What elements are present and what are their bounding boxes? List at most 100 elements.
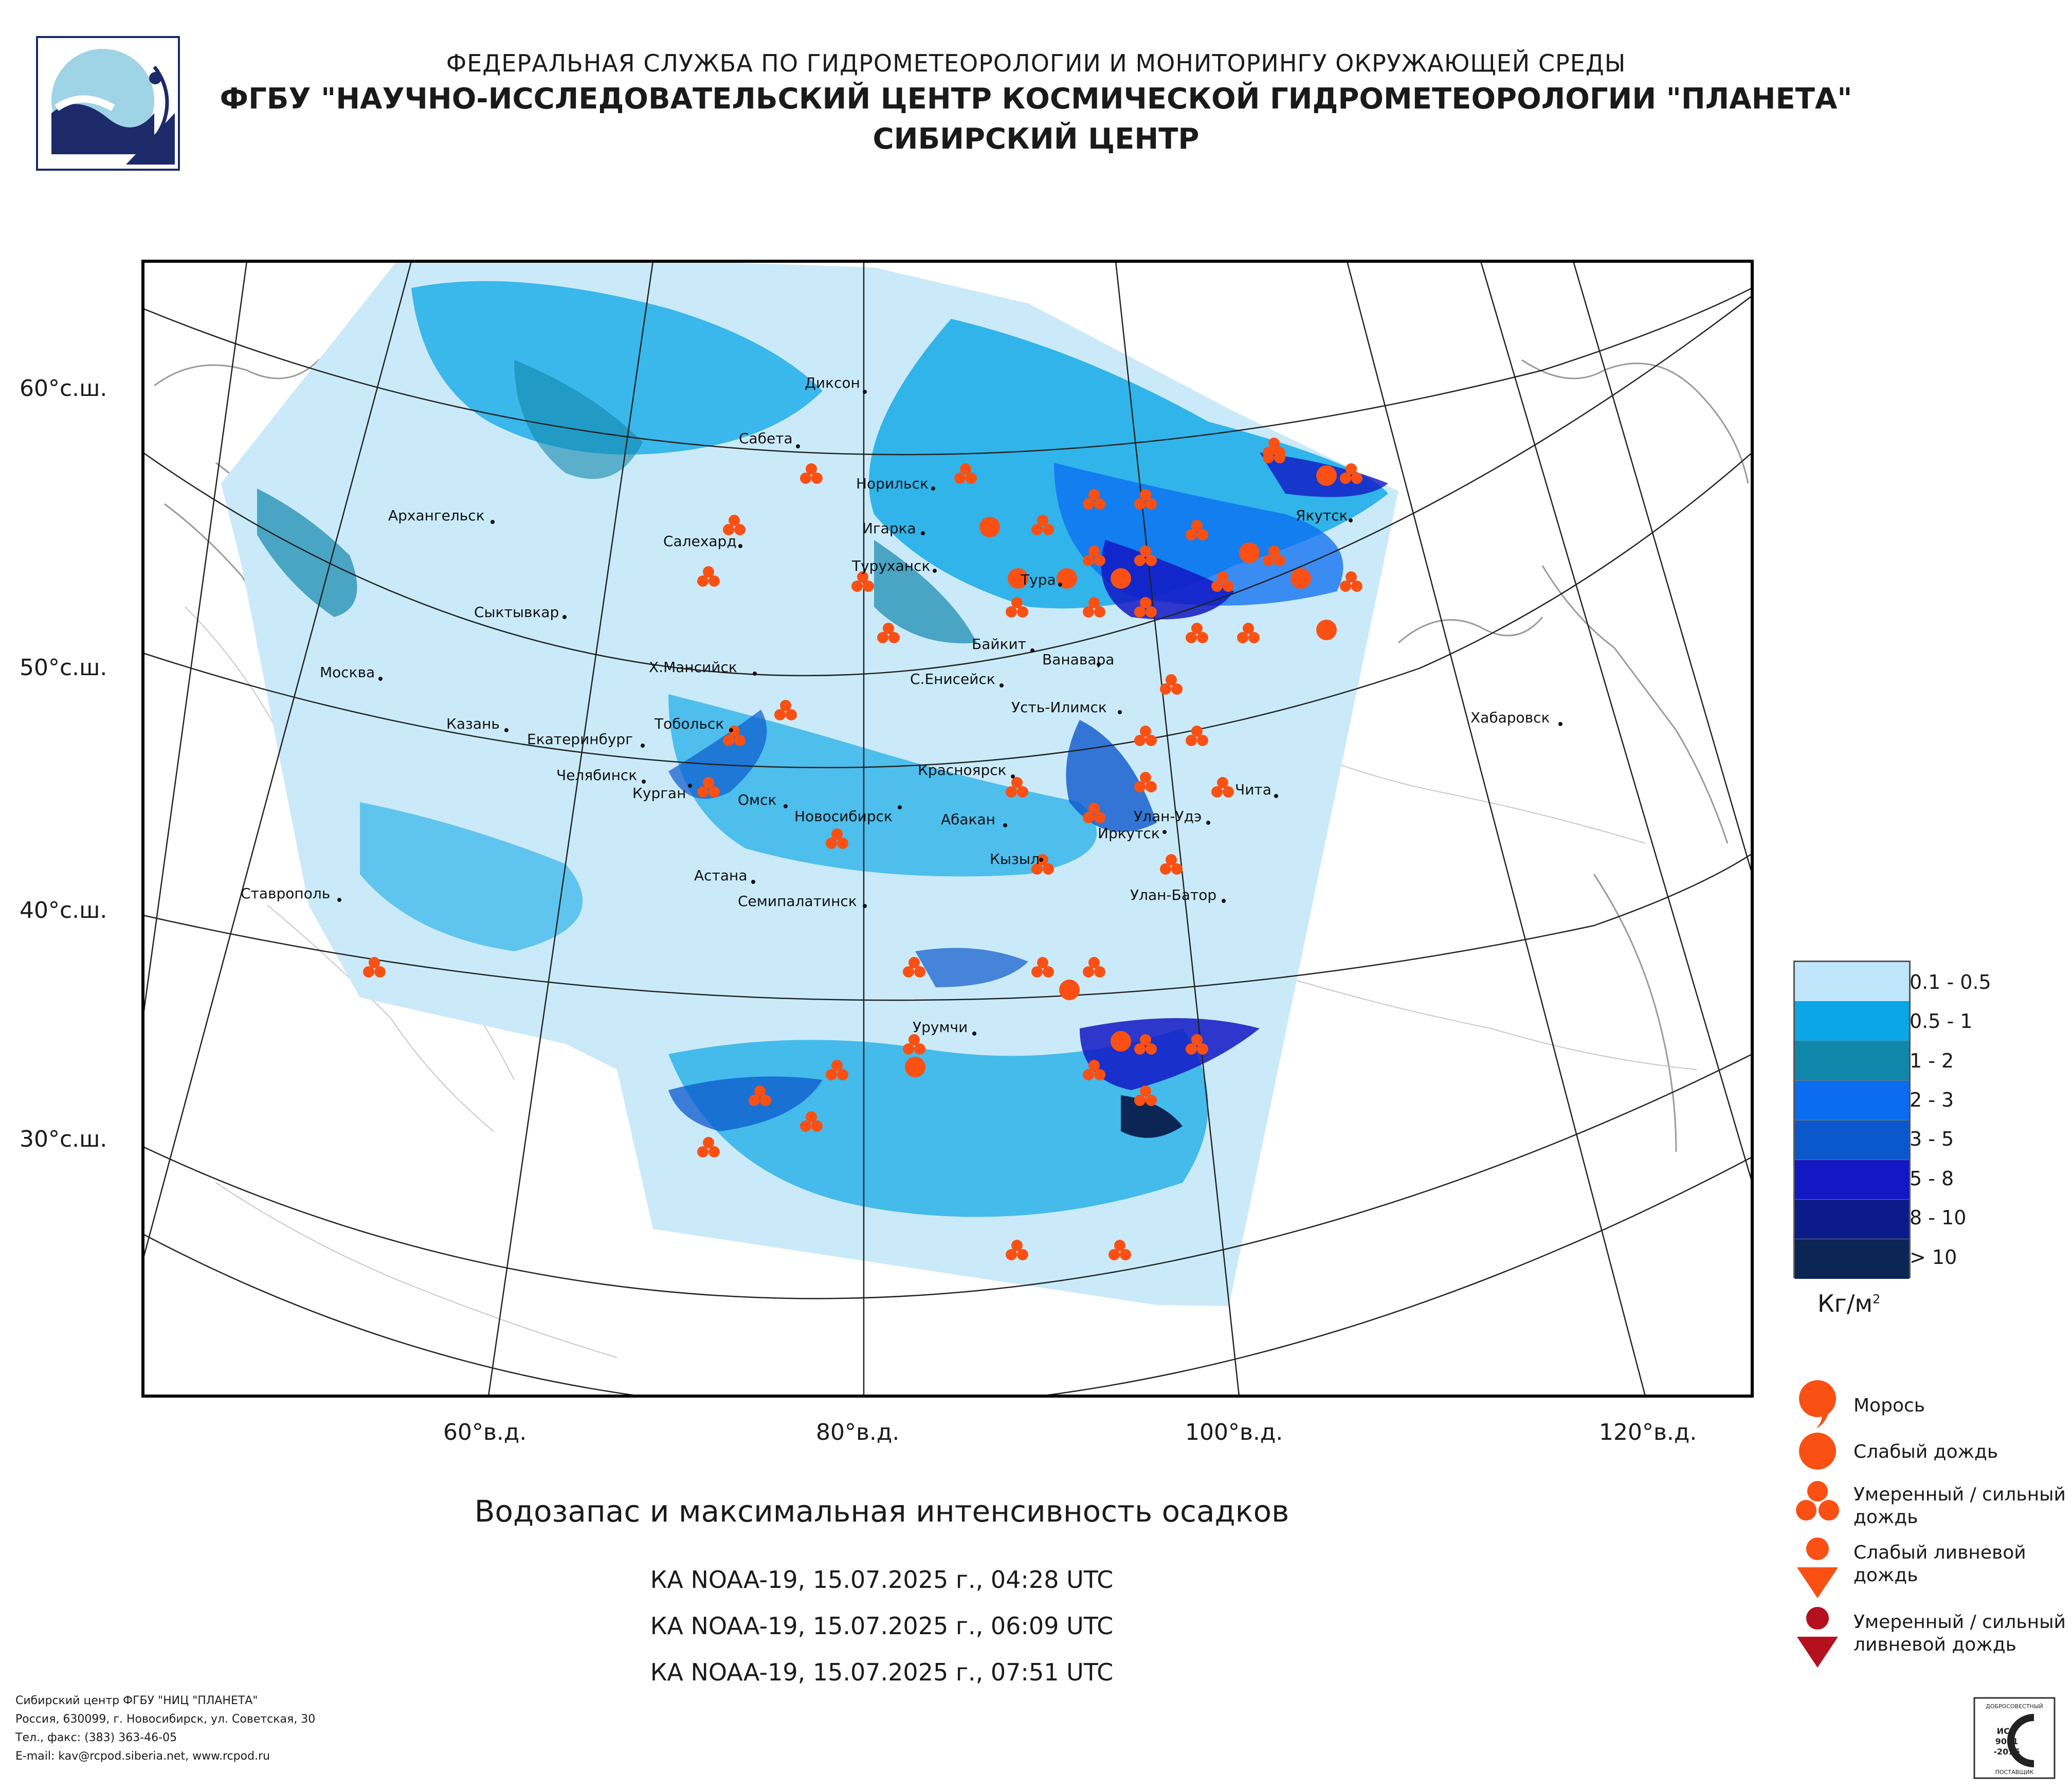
precip-label-drizzle: Морось	[1853, 1395, 1925, 1416]
moderate-rain-marker	[1083, 546, 1105, 566]
svg-text:Ванавара: Ванавара	[1042, 651, 1114, 668]
contact-phone: Тел., факс: (383) 363-46-05	[15, 1731, 177, 1744]
city-syktyvkar: Сыктывкар	[474, 604, 567, 621]
light-shower-icon	[1797, 1537, 1838, 1598]
precip-markers	[363, 438, 1362, 1260]
svg-text:Новосибирск: Новосибирск	[794, 808, 893, 825]
lat-label-60: 60°с.ш.	[20, 375, 107, 402]
moderate-rain-marker	[1134, 489, 1157, 510]
svg-text:Усть-Илимск: Усть-Илимск	[1011, 699, 1107, 716]
city-irkutsk: Иркутск	[1098, 825, 1167, 842]
precip-label-moderate-rain: Умеренный / сильный дождь	[1853, 1484, 2066, 1528]
city-salekhard: Салехард	[663, 533, 742, 550]
city-stavropol: Ставрополь	[241, 885, 341, 902]
moderate-rain-marker	[1160, 854, 1183, 875]
precip-label-light-rain: Слабый дождь	[1853, 1441, 1998, 1462]
map-caption: Водозапас и максимальная интенсивность о…	[474, 1494, 1289, 1529]
legend-unit: Кг/м2	[1817, 1290, 1881, 1317]
iso-badge-icon: ДОБРОСОВЕСТНЫЙ ИСО 9001 -2015 ПОСТАВЩИК	[1973, 1697, 2056, 1779]
svg-text:Улан-Батор: Улан-Батор	[1130, 887, 1216, 903]
city-kazan: Казань	[446, 715, 508, 732]
city-turukhansk: Туруханск	[851, 557, 937, 574]
svg-text:Салехард: Салехард	[663, 533, 737, 550]
svg-text:Москва: Москва	[320, 664, 375, 681]
contact-org: Сибирский центр ФГБУ "НИЦ "ПЛАНЕТА"	[15, 1694, 258, 1707]
city-chelyabinsk: Челябинск	[556, 767, 646, 784]
moderate-rain-marker	[800, 463, 823, 484]
moderate-rain-marker	[1006, 597, 1028, 618]
light-rain-marker	[1316, 465, 1337, 486]
svg-text:С.Енисейск: С.Енисейск	[910, 671, 995, 688]
city-tura: Тура	[1020, 571, 1062, 588]
center-title: СИБИРСКИЙ ЦЕНТР	[873, 122, 1199, 156]
moderate-rain-marker	[697, 566, 720, 587]
contact-email: E-mail: kav@rcpod.siberia.net, www.rcpod…	[15, 1750, 270, 1763]
svg-text:Улан-Удэ: Улан-Удэ	[1134, 808, 1202, 825]
moderate-rain-marker	[1186, 520, 1208, 540]
legend-label-7: 8 - 10	[1910, 1206, 1967, 1229]
moderate-rain-marker	[1083, 803, 1105, 823]
moderate-rain-marker	[1237, 623, 1260, 643]
svg-text:Кызыл: Кызыл	[990, 851, 1040, 867]
city-baykit: Байкит	[972, 636, 1034, 653]
svg-text:Челябинск: Челябинск	[556, 767, 637, 784]
moderate-rain-marker	[1211, 777, 1234, 798]
moderate-rain-marker	[1031, 515, 1054, 535]
city-moscow: Москва	[320, 664, 383, 681]
moderate-rain-marker	[363, 957, 386, 978]
legend-swatch-5	[1795, 1120, 1909, 1160]
moderate-rain-marker	[903, 1034, 925, 1055]
precip-label-light-shower: Слабый ливневой дождь	[1853, 1542, 2026, 1586]
moderate-rain-marker	[1186, 1034, 1208, 1055]
moderate-rain-marker	[1083, 957, 1105, 978]
city-dikson: Диксон	[805, 374, 867, 394]
city-novosibirsk: Новосибирск	[794, 805, 902, 825]
moderate-rain-marker	[1006, 1240, 1028, 1260]
pass-3: КА NOAA-19, 15.07.2025 г., 07:51 UTC	[650, 1658, 1114, 1686]
moderate-rain-marker	[1083, 1060, 1105, 1080]
moderate-rain-marker	[1340, 463, 1362, 484]
svg-text:Туруханск: Туруханск	[851, 557, 930, 574]
drizzle-icon	[1799, 1380, 1836, 1428]
moderate-rain-marker	[1211, 571, 1234, 592]
legend-label-3: 1 - 2	[1910, 1050, 1954, 1072]
light-rain-marker	[979, 517, 1000, 537]
light-rain-marker	[1316, 620, 1337, 640]
svg-text:Екатеринбург: Екатеринбург	[527, 731, 633, 748]
city-khmansiysk: Х.Мансийск	[649, 659, 757, 676]
city-semipalatinsk: Семипалатинск	[738, 893, 867, 910]
precip-type-icons	[1796, 1380, 1839, 1668]
legend-swatch-4	[1795, 1081, 1909, 1120]
moderate-rain-marker	[697, 1137, 720, 1157]
moderate-rain-marker	[1031, 957, 1054, 978]
heavy-shower-icon	[1797, 1607, 1838, 1668]
pass-2: КА NOAA-19, 15.07.2025 г., 06:09 UTC	[650, 1612, 1114, 1640]
svg-text:Игарка: Игарка	[862, 520, 916, 537]
pass-1: КА NOAA-19, 15.07.2025 г., 04:28 UTC	[650, 1566, 1114, 1594]
legend-label-1: 0.1 - 0.5	[1910, 971, 1991, 993]
lon-label-60: 60°в.д.	[443, 1419, 527, 1445]
svg-text:Астана: Астана	[694, 867, 747, 884]
moderate-rain-marker	[1186, 623, 1208, 643]
city-norilsk: Норильск	[856, 475, 935, 492]
city-ustilimsk: Усть-Илимск	[1011, 699, 1122, 716]
svg-text:Якутск: Якутск	[1296, 507, 1348, 524]
svg-text:Диксон: Диксон	[805, 374, 860, 391]
svg-text:Казань: Казань	[446, 715, 500, 732]
city-tobolsk: Тобольск	[654, 715, 733, 732]
moderate-rain-marker	[1160, 674, 1183, 695]
svg-text:Красноярск: Красноярск	[918, 762, 1007, 779]
city-chita: Чита	[1235, 781, 1278, 798]
institute-title: ФГБУ "НАУЧНО-ИССЛЕДОВАТЕЛЬСКИЙ ЦЕНТР КОС…	[220, 82, 1852, 116]
moderate-rain-marker	[954, 463, 977, 484]
map-frame	[141, 260, 1754, 1398]
light-rain-marker	[1239, 542, 1260, 563]
city-labels: Диксон Сабета Норильск Архангельск Салех…	[241, 374, 1562, 1036]
moderate-rain-icon	[1796, 1481, 1839, 1521]
city-kurgan: Курган	[632, 784, 692, 802]
svg-text:Урумчи: Урумчи	[913, 1019, 968, 1036]
moderate-rain-marker	[749, 1086, 771, 1106]
svg-text:ПОСТАВЩИК: ПОСТАВЩИК	[1995, 1769, 2034, 1776]
lon-label-100: 100°в.д.	[1185, 1419, 1283, 1445]
moderate-rain-marker	[1134, 772, 1157, 792]
